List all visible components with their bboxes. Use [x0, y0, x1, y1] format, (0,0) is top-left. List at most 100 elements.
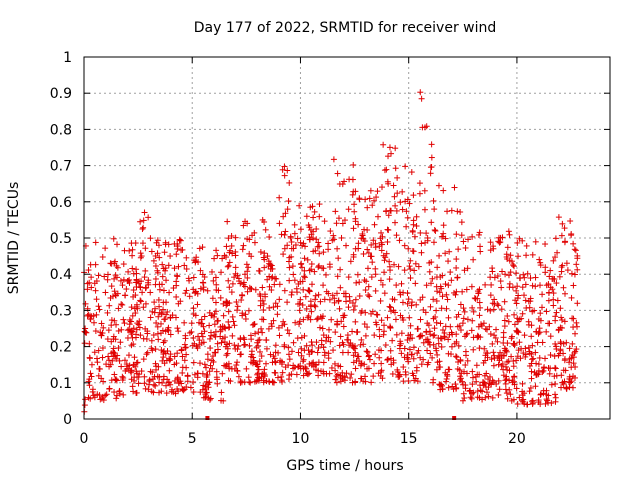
data-point — [362, 373, 369, 380]
data-point — [140, 356, 147, 363]
data-point — [276, 332, 283, 339]
data-point — [368, 310, 375, 317]
data-point — [121, 357, 128, 364]
data-point — [100, 378, 107, 385]
data-point — [515, 329, 522, 336]
data-point — [82, 396, 89, 403]
data-point — [529, 251, 536, 258]
data-point — [110, 235, 117, 242]
data-point — [433, 307, 440, 314]
data-point — [94, 359, 101, 366]
data-point — [297, 226, 304, 233]
data-point — [511, 378, 518, 385]
data-point — [105, 327, 112, 334]
data-point — [382, 342, 389, 349]
data-point — [570, 282, 577, 289]
data-point — [570, 360, 577, 367]
data-point — [155, 363, 162, 370]
data-point — [341, 217, 348, 224]
data-point — [281, 231, 288, 238]
data-point — [175, 388, 182, 395]
data-point — [104, 276, 111, 283]
data-point — [431, 332, 438, 339]
data-point — [204, 371, 211, 378]
data-point — [303, 305, 310, 312]
data-point — [444, 296, 451, 303]
data-point — [307, 316, 314, 323]
data-point — [115, 327, 122, 334]
data-point — [433, 297, 440, 304]
data-point — [171, 353, 178, 360]
data-point — [453, 231, 460, 238]
data-point — [340, 323, 347, 330]
data-point — [428, 280, 435, 287]
data-point — [372, 319, 379, 326]
data-point — [335, 297, 342, 304]
data-point — [318, 337, 325, 344]
data-point — [488, 281, 495, 288]
data-point — [504, 395, 511, 402]
data-point — [381, 322, 388, 329]
data-point — [398, 330, 405, 337]
data-point — [419, 294, 426, 301]
data-point — [234, 359, 241, 366]
data-point — [120, 316, 127, 323]
data-point — [405, 378, 412, 385]
data-point — [263, 345, 270, 352]
data-point — [300, 316, 307, 323]
data-point — [542, 400, 549, 407]
data-point — [377, 297, 384, 304]
data-point — [508, 353, 515, 360]
data-point — [247, 379, 254, 386]
data-point — [349, 191, 356, 198]
data-point — [362, 196, 369, 203]
data-point — [417, 333, 424, 340]
data-point — [448, 277, 455, 284]
data-point — [100, 324, 107, 331]
data-point — [322, 338, 329, 345]
data-point — [392, 165, 399, 172]
data-point — [258, 325, 265, 332]
data-point — [133, 301, 140, 308]
data-point — [378, 229, 385, 236]
data-point — [573, 323, 580, 330]
data-point — [306, 267, 313, 274]
data-point — [532, 274, 539, 281]
data-point — [503, 251, 510, 258]
data-point — [386, 258, 393, 265]
data-point — [183, 351, 190, 358]
data-point — [408, 351, 415, 358]
data-point — [467, 387, 474, 394]
data-point — [445, 336, 452, 343]
data-point — [315, 344, 322, 351]
data-point — [190, 286, 197, 293]
data-point — [150, 257, 157, 264]
data-point — [364, 349, 371, 356]
data-point — [238, 297, 245, 304]
data-point — [129, 383, 136, 390]
data-point — [513, 270, 520, 277]
data-point — [232, 264, 239, 271]
data-point — [487, 239, 494, 246]
data-point — [130, 325, 137, 332]
data-point — [443, 375, 450, 382]
data-point — [400, 316, 407, 323]
data-point — [522, 351, 529, 358]
data-point — [418, 240, 425, 247]
data-point — [230, 318, 237, 325]
data-point — [226, 365, 233, 372]
data-point — [510, 341, 517, 348]
data-point — [384, 356, 391, 363]
data-point — [154, 373, 161, 380]
data-point — [284, 327, 291, 334]
data-point — [350, 251, 357, 258]
data-point — [417, 316, 424, 323]
data-point — [153, 366, 160, 373]
data-point — [194, 374, 201, 381]
data-point — [134, 359, 141, 366]
data-point — [158, 310, 165, 317]
data-point — [262, 226, 269, 233]
data-point — [89, 388, 96, 395]
data-point — [360, 341, 367, 348]
y-tick-label: 0.3 — [50, 303, 72, 319]
